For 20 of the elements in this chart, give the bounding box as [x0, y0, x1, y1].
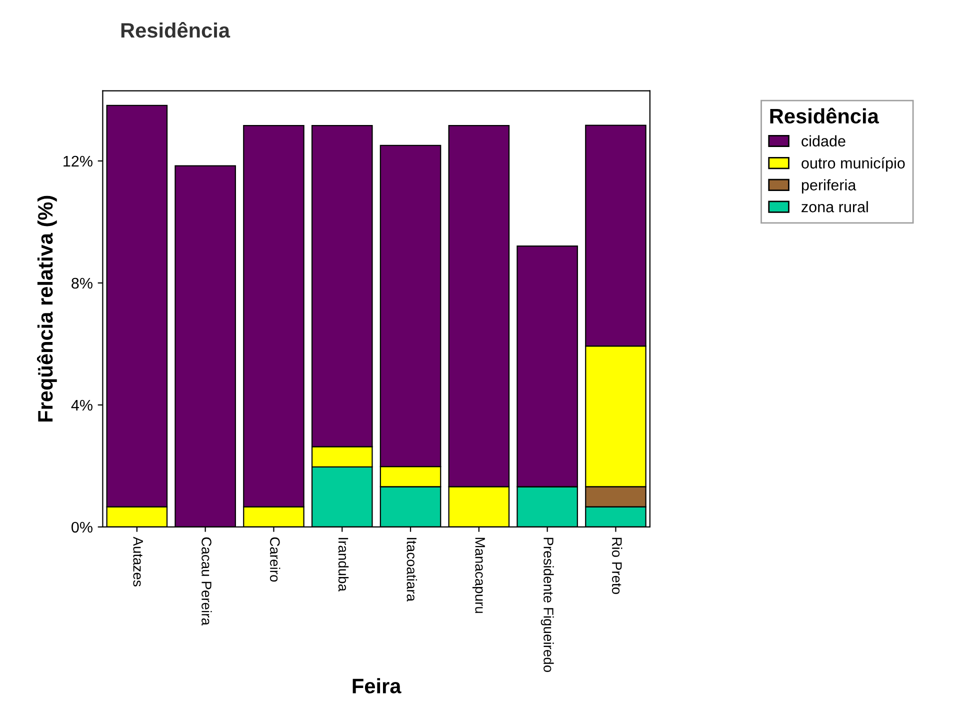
x-tick-label: Iranduba — [338, 538, 349, 592]
legend-label: outro município — [802, 157, 905, 172]
legend-label: zona rural — [802, 201, 868, 212]
y-axis-title: Freqüência relativa (%) — [36, 196, 57, 422]
x-tick-label: Cacau Pereira — [202, 537, 212, 626]
x-tick-label: Presidente Figueiredo — [540, 538, 554, 672]
x-tick-label: Autazes — [133, 536, 143, 586]
legend-label: periferia — [802, 179, 856, 194]
legend-title: Residência — [770, 108, 880, 124]
chart-title: Residência — [121, 22, 230, 38]
legend-label: cidade — [802, 135, 846, 147]
x-tick-label: Careiro — [270, 537, 280, 582]
x-axis-title: Feira — [352, 678, 402, 694]
y-tick-label: 4% — [71, 400, 92, 411]
x-tick-label: Manacapuru — [472, 538, 485, 613]
x-tick-label: Rio Preto — [612, 538, 622, 594]
y-tick-label: 12% — [64, 156, 92, 167]
y-tick-label: 8% — [72, 278, 92, 289]
x-tick-label: Itacoatiara — [406, 538, 417, 602]
y-tick-label: 0% — [72, 522, 92, 533]
